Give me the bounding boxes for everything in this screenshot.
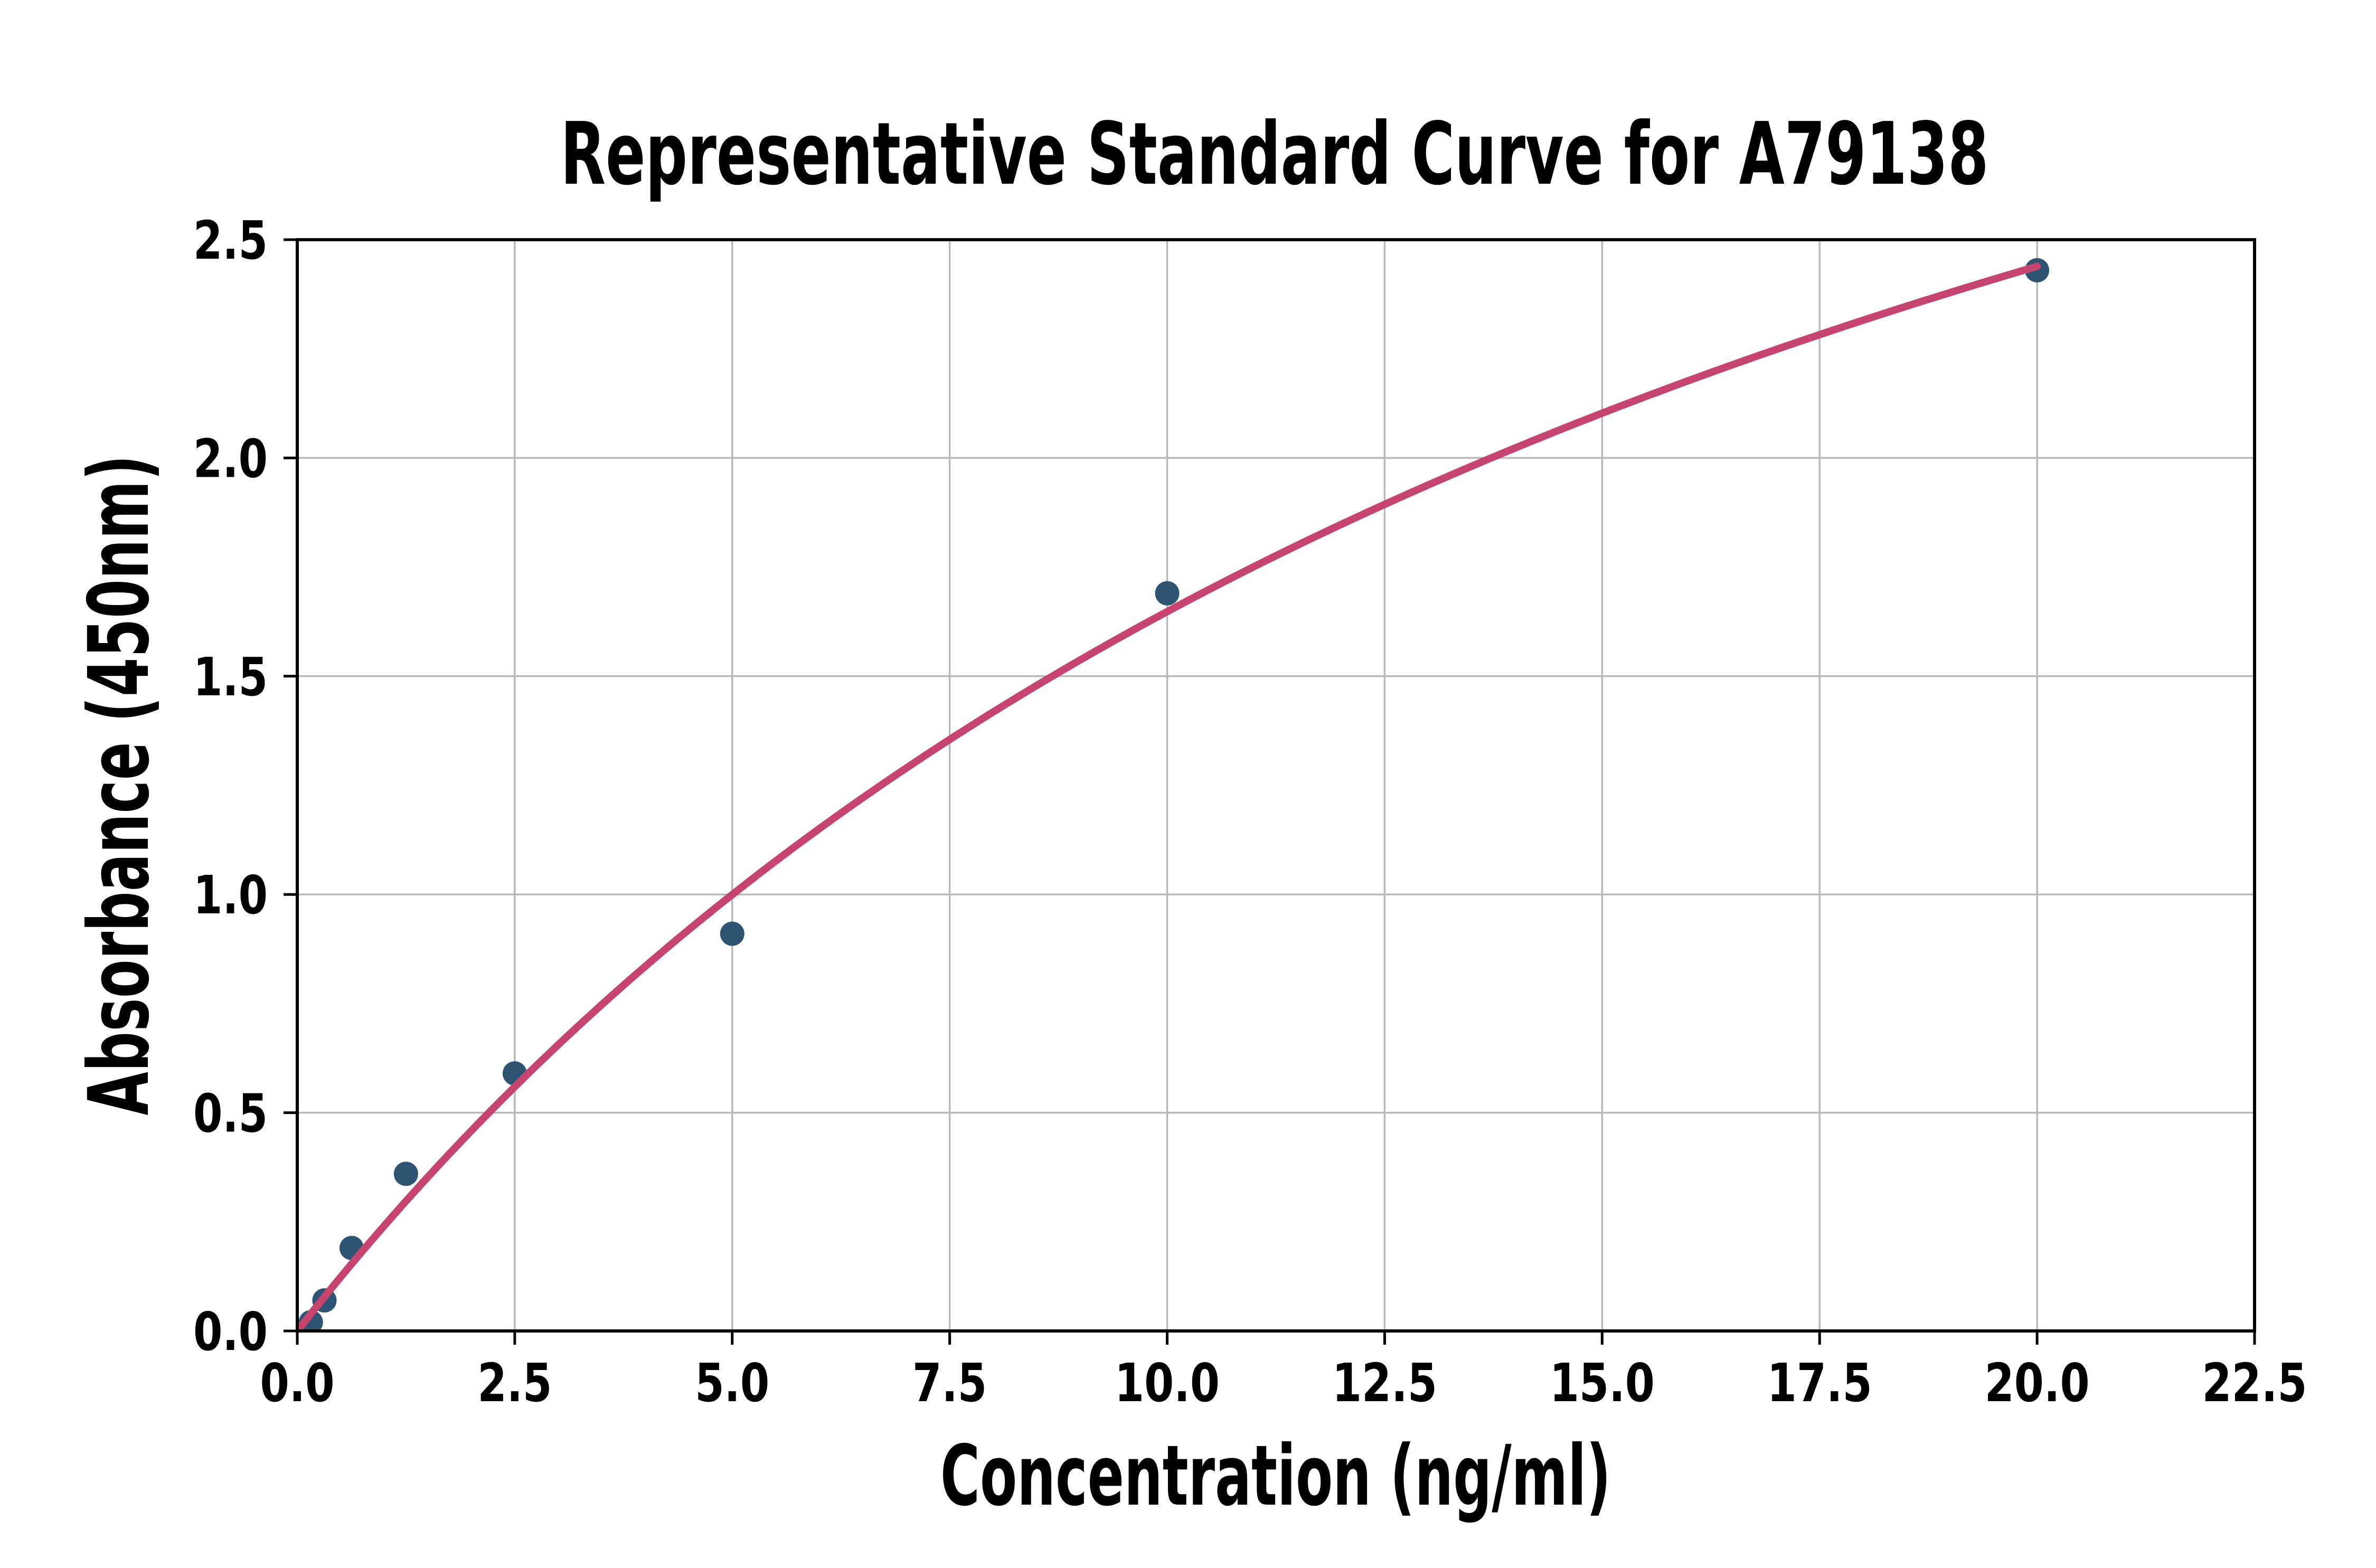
- data-point: [2025, 258, 2050, 282]
- y-tick-label: 0.0: [193, 1301, 268, 1363]
- x-tick-label: 22.5: [2202, 1352, 2307, 1414]
- plot-border: [296, 238, 2256, 1333]
- x-tick-label: 7.5: [912, 1352, 987, 1414]
- x-axis-label: Concentration (ng/ml): [940, 1428, 1611, 1525]
- y-axis-label: Absorbance (450nm): [71, 455, 168, 1116]
- x-tick-label: 20.0: [1985, 1352, 2090, 1414]
- data-point: [393, 1161, 418, 1186]
- x-tick-label: 17.5: [1767, 1352, 1872, 1414]
- x-tick-label: 12.5: [1332, 1352, 1437, 1414]
- y-tick-label: 2.0: [193, 428, 268, 489]
- data-point: [1155, 581, 1180, 606]
- y-tick-label: 1.0: [193, 864, 268, 926]
- y-tick-label: 2.5: [193, 210, 268, 271]
- x-tick-label: 0.0: [260, 1352, 335, 1414]
- grid-layer: [297, 240, 2255, 1331]
- data-point: [720, 921, 744, 946]
- x-tick-label: 2.5: [477, 1352, 552, 1414]
- y-tick-label: 1.5: [193, 646, 268, 708]
- data-layer: [297, 258, 2050, 1331]
- x-tick-label: 5.0: [695, 1352, 769, 1414]
- y-tick-label: 0.5: [193, 1083, 268, 1145]
- chart-title: Representative Standard Curve for A79138: [561, 105, 1989, 204]
- axes-layer: 0.0 2.5 5.0 7.5 10.0 12.5 15.0 17.5 20.0 22.5 0.0 0…: [193, 210, 2307, 1414]
- fit-curve: [297, 262, 2041, 1331]
- x-tick-label: 15.0: [1550, 1352, 1655, 1414]
- x-tick-label: 10.0: [1115, 1352, 1220, 1414]
